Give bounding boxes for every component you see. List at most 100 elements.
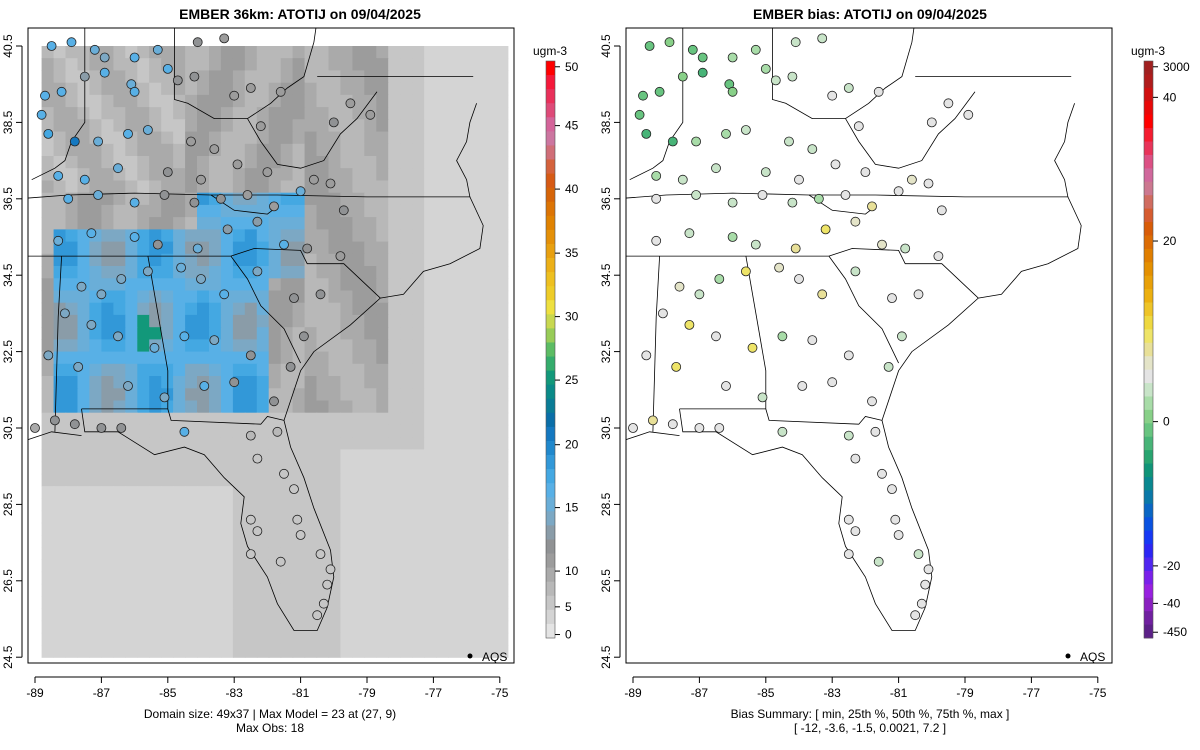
station-point [93, 190, 103, 200]
grid-cell [256, 58, 270, 71]
grid-cell [292, 94, 306, 108]
grid-cell [244, 535, 258, 548]
grid-cell [364, 266, 377, 279]
grid-cell [101, 131, 114, 145]
y-tick-label: 32.5 [599, 340, 613, 364]
grid-cell [412, 266, 425, 279]
grid-cell [53, 119, 67, 133]
grid-cell [113, 376, 126, 389]
grid-cell [495, 339, 509, 353]
grid-cell [364, 645, 377, 658]
grid-cell [101, 522, 114, 536]
colorbar-swatch [1144, 597, 1153, 612]
station-point [252, 216, 263, 227]
grid-cell [149, 327, 162, 340]
grid-cell [483, 46, 497, 59]
grid-cell [483, 107, 497, 120]
grid-cell [495, 510, 509, 524]
grid-cell [460, 351, 473, 365]
grid-cell [352, 473, 365, 487]
grid-cell [364, 278, 377, 292]
station-point [747, 342, 758, 353]
station-point [877, 239, 887, 250]
grid-cell [125, 510, 138, 524]
grid-cell [137, 486, 150, 499]
grid-cell [352, 119, 365, 133]
grid-cell [304, 131, 318, 145]
grid-cell [268, 571, 282, 585]
grid-cell [400, 559, 413, 573]
grid-cell [232, 535, 246, 548]
grid-cell [400, 180, 413, 194]
grid-cell [280, 583, 294, 597]
grid-cell [173, 217, 186, 230]
grid-cell [376, 449, 389, 463]
grid-cell [471, 327, 485, 340]
y-axis: 40.538.536.534.532.530.528.526.524.5 [599, 34, 621, 669]
grid-cell [244, 156, 258, 169]
grid-cell [89, 620, 102, 634]
grid-cell [460, 461, 473, 475]
grid-cell [280, 510, 294, 524]
grid-cell [101, 82, 114, 96]
grid-cell [460, 559, 473, 573]
colorbar-swatch [1144, 208, 1153, 223]
grid-cell [173, 339, 186, 353]
grid-cell [316, 314, 330, 328]
grid-cell [161, 314, 174, 328]
grid-cell [232, 412, 246, 426]
grid-cell [340, 376, 353, 389]
station-point [674, 281, 685, 292]
grid-cell [41, 632, 55, 646]
grid-cell [424, 82, 437, 96]
grid-cell [268, 412, 282, 426]
grid-cell [412, 168, 425, 181]
grid-cell [460, 143, 473, 157]
grid-cell [412, 559, 425, 573]
grid-cell [471, 596, 485, 609]
grid-cell [483, 412, 497, 426]
grid-cell [388, 192, 401, 206]
station-point [46, 41, 57, 51]
grid-cell [113, 608, 126, 622]
grid-cell [220, 58, 234, 71]
grid-cell [149, 535, 162, 548]
grid-cell [471, 363, 485, 377]
grid-cell [471, 376, 485, 389]
grid-cell [185, 204, 198, 218]
grid-cell [448, 498, 461, 512]
grid-cell [471, 119, 485, 133]
station-point [162, 64, 173, 74]
grid-cell [256, 192, 270, 206]
grid-cell [125, 596, 138, 609]
grid-cell [89, 143, 102, 157]
grid-cell [352, 596, 365, 609]
grid-cell [197, 620, 210, 634]
grid-cell [53, 583, 67, 597]
grid-cell [460, 58, 473, 71]
grid-cell [149, 131, 162, 145]
colorbar-tick-label: 30 [565, 310, 579, 324]
grid-cell [352, 547, 365, 560]
grid-cell [471, 143, 485, 157]
grid-cell [436, 204, 449, 218]
y-axis: 40.538.536.534.532.530.528.526.524.5 [1, 34, 23, 669]
grid-cell [65, 314, 79, 328]
grid-cell [316, 217, 330, 230]
grid-cell [113, 449, 126, 463]
grid-cell [364, 253, 377, 267]
grid-cell [209, 473, 222, 487]
grid-cell [483, 119, 497, 133]
grid-cell [113, 46, 126, 59]
grid-cell [424, 645, 437, 658]
station-point [867, 396, 877, 407]
grid-cell [412, 107, 425, 120]
grid-cell [400, 290, 413, 304]
grid-cell [173, 204, 186, 218]
grid-cell [173, 645, 186, 658]
grid-cell [173, 376, 186, 389]
grid-cell [41, 204, 55, 218]
station-point [93, 136, 103, 147]
grid-cell [65, 339, 79, 353]
grid-cell [268, 645, 282, 658]
